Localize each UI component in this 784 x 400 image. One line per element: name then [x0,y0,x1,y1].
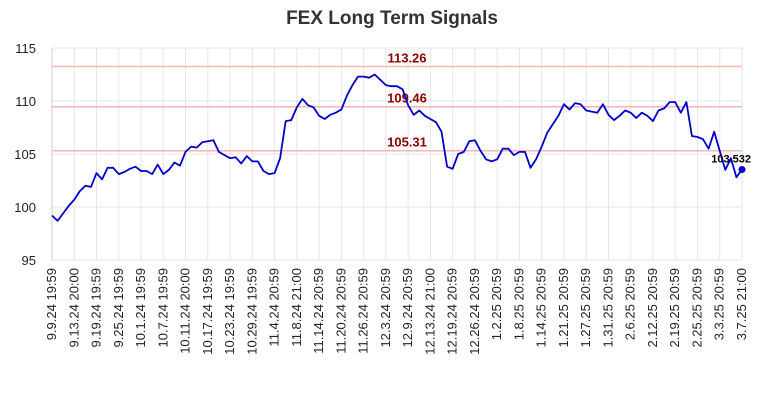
x-tick-label: 3.3.25 20:59 [712,268,727,340]
x-tick-label: 1.14.25 20:59 [534,268,549,348]
x-tick-label: 10.1.24 19:59 [133,268,148,348]
x-tick-label: 9.9.24 19:59 [44,268,59,340]
x-tick-label: 1.27.25 20:59 [578,268,593,348]
x-tick-label: 10.17.24 19:59 [200,268,215,355]
x-tick-label: 1.31.25 20:59 [600,268,615,348]
x-tick-label: 12.13.24 21:00 [422,268,437,355]
signal-label: 105.31 [387,135,427,150]
x-tick-label: 10.7.24 19:59 [155,268,170,348]
x-tick-label: 2.6.25 20:59 [623,268,638,340]
x-tick-label: 10.29.24 19:59 [244,268,259,355]
x-tick-label: 1.2.25 20:59 [489,268,504,340]
x-tick-label: 3.7.25 21:00 [734,268,749,340]
x-tick-label: 12.26.24 20:59 [467,268,482,355]
signal-label: 113.26 [387,50,426,65]
y-tick-label: 110 [15,94,36,109]
x-tick-label: 9.13.24 20:00 [66,268,81,348]
x-tick-label: 11.20.24 20:59 [333,268,348,354]
price-series-line [51,73,743,222]
x-tick-label: 1.21.25 20:59 [556,268,571,348]
last-value-label: 103.532 [711,154,751,166]
x-tick-label: 10.11.24 20:00 [178,268,193,354]
y-tick-label: 115 [15,41,36,56]
x-tick-label: 9.19.24 19:59 [89,268,104,348]
x-tick-label: 11.14.24 20:59 [311,268,326,354]
x-tick-label: 12.3.24 20:59 [378,268,393,348]
x-tick-label: 12.19.24 20:59 [445,268,460,355]
x-tick-label: 1.8.25 20:59 [511,268,526,340]
x-tick-label: 11.4.24 20:59 [267,268,282,347]
y-tick-label: 100 [14,200,36,215]
y-tick-label: 105 [14,147,36,162]
chart-title: FEX Long Term Signals [286,8,498,29]
x-tick-label: 11.8.24 21:00 [289,268,304,347]
x-tick-label: 10.23.24 19:59 [222,268,237,355]
x-tick-label: 9.25.24 19:59 [111,268,126,348]
y-tick-label: 95 [22,253,36,268]
last-value-marker [738,166,746,174]
x-tick-label: 11.26.24 20:59 [356,268,371,354]
x-tick-label: 2.12.25 20:59 [645,268,660,348]
x-tick-label: 2.19.25 20:59 [667,268,682,348]
x-tick-label: 12.9.24 20:59 [400,268,415,348]
x-tick-label: 2.25.25 20:59 [689,268,704,348]
signal-label: 109.46 [387,91,427,106]
